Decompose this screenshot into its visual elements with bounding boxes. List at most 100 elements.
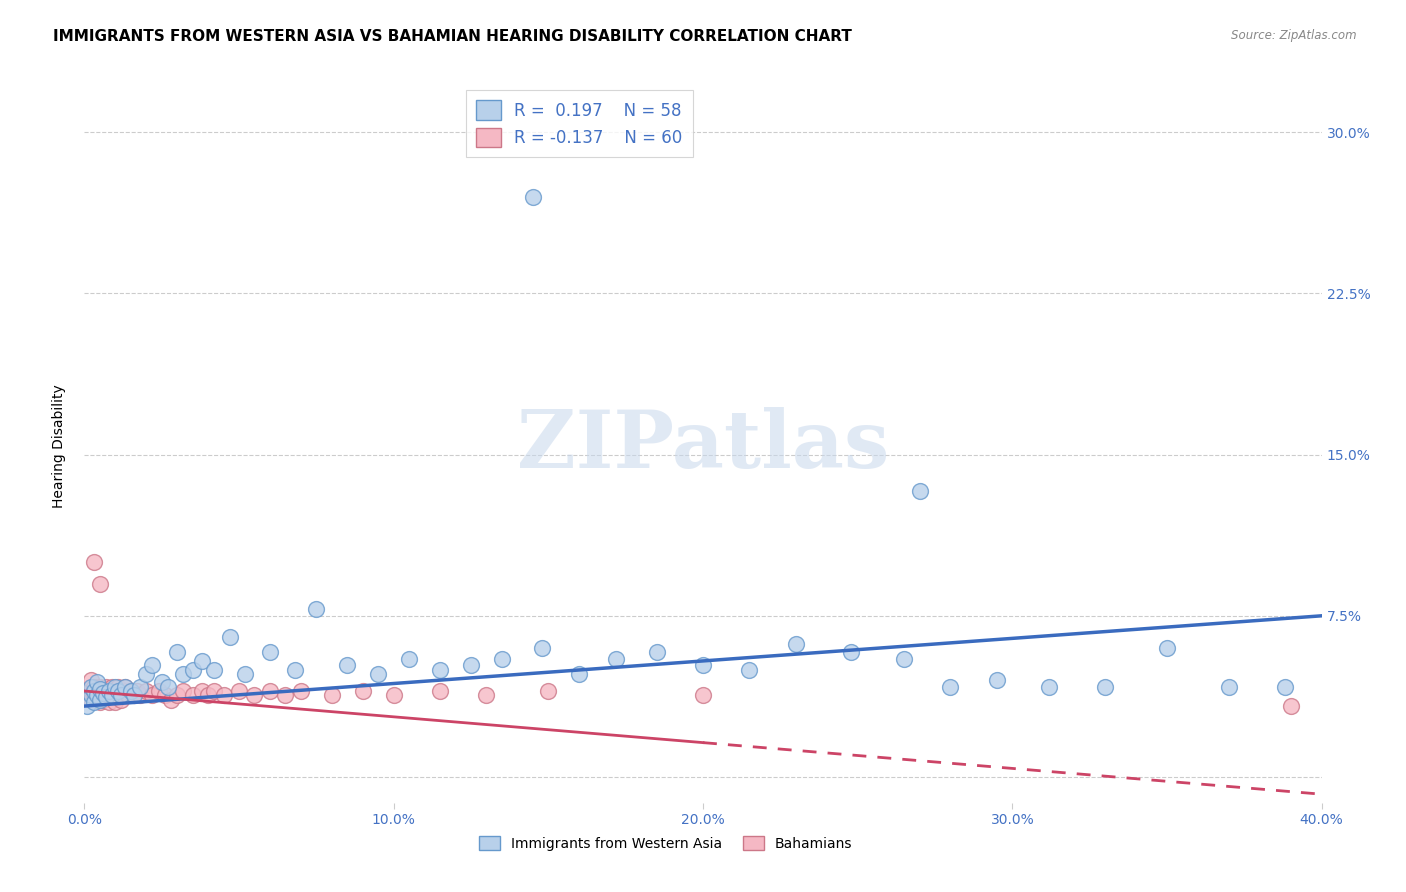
- Point: [305, 602, 328, 616]
- Point: [172, 666, 194, 681]
- Point: [76, 699, 98, 714]
- Text: ZIPatlas: ZIPatlas: [517, 407, 889, 485]
- Point: [89, 680, 111, 694]
- Point: [191, 654, 214, 668]
- Text: IMMIGRANTS FROM WESTERN ASIA VS BAHAMIAN HEARING DISABILITY CORRELATION CHART: IMMIGRANTS FROM WESTERN ASIA VS BAHAMIAN…: [53, 29, 852, 44]
- Point: [89, 692, 111, 706]
- Point: [76, 684, 98, 698]
- Point: [156, 680, 179, 694]
- Point: [986, 673, 1008, 688]
- Point: [202, 663, 225, 677]
- Point: [160, 692, 183, 706]
- Point: [83, 555, 105, 569]
- Point: [460, 658, 482, 673]
- Point: [110, 692, 132, 706]
- Point: [110, 689, 132, 703]
- Point: [352, 684, 374, 698]
- Point: [605, 652, 627, 666]
- Point: [114, 680, 136, 694]
- Point: [1279, 699, 1302, 714]
- Point: [79, 692, 101, 706]
- Point: [785, 637, 807, 651]
- Point: [181, 689, 204, 703]
- Point: [172, 684, 194, 698]
- Point: [86, 689, 108, 703]
- Point: [1274, 680, 1296, 694]
- Point: [129, 680, 152, 694]
- Point: [228, 684, 250, 698]
- Point: [259, 684, 281, 698]
- Point: [398, 652, 420, 666]
- Point: [645, 645, 668, 659]
- Point: [841, 645, 863, 659]
- Point: [367, 666, 389, 681]
- Point: [475, 689, 498, 703]
- Point: [91, 684, 114, 698]
- Point: [89, 695, 111, 709]
- Point: [101, 680, 124, 694]
- Point: [939, 680, 962, 694]
- Point: [83, 695, 105, 709]
- Point: [243, 689, 266, 703]
- Point: [202, 684, 225, 698]
- Point: [429, 684, 451, 698]
- Point: [141, 689, 163, 703]
- Point: [86, 689, 108, 703]
- Point: [94, 689, 117, 703]
- Point: [107, 680, 129, 694]
- Point: [1156, 641, 1178, 656]
- Point: [537, 684, 560, 698]
- Point: [114, 684, 136, 698]
- Point: [107, 684, 129, 698]
- Point: [382, 689, 405, 703]
- Point: [107, 684, 129, 698]
- Point: [135, 666, 157, 681]
- Point: [86, 684, 108, 698]
- Point: [83, 689, 105, 703]
- Point: [79, 673, 101, 688]
- Point: [83, 684, 105, 698]
- Point: [79, 680, 101, 694]
- Point: [91, 692, 114, 706]
- Point: [692, 658, 714, 673]
- Point: [259, 645, 281, 659]
- Point: [522, 189, 544, 203]
- Point: [321, 689, 343, 703]
- Point: [233, 666, 256, 681]
- Point: [98, 695, 121, 709]
- Point: [141, 658, 163, 673]
- Point: [908, 484, 931, 499]
- Point: [738, 663, 761, 677]
- Point: [893, 652, 915, 666]
- Point: [86, 675, 108, 690]
- Point: [1218, 680, 1240, 694]
- Point: [91, 686, 114, 700]
- Point: [1094, 680, 1116, 694]
- Point: [429, 663, 451, 677]
- Point: [284, 663, 307, 677]
- Point: [104, 695, 127, 709]
- Point: [135, 684, 157, 698]
- Point: [76, 689, 98, 703]
- Point: [117, 689, 139, 703]
- Point: [79, 680, 101, 694]
- Point: [83, 680, 105, 694]
- Point: [129, 689, 152, 703]
- Point: [89, 576, 111, 591]
- Point: [86, 692, 108, 706]
- Point: [101, 689, 124, 703]
- Point: [101, 684, 124, 698]
- Point: [153, 689, 176, 703]
- Point: [531, 641, 554, 656]
- Point: [79, 689, 101, 703]
- Point: [104, 680, 127, 694]
- Point: [94, 690, 117, 705]
- Legend: Immigrants from Western Asia, Bahamians: Immigrants from Western Asia, Bahamians: [474, 830, 858, 856]
- Point: [212, 689, 235, 703]
- Point: [83, 684, 105, 698]
- Point: [98, 684, 121, 698]
- Point: [122, 689, 145, 703]
- Point: [166, 645, 188, 659]
- Point: [122, 689, 145, 703]
- Point: [110, 689, 132, 703]
